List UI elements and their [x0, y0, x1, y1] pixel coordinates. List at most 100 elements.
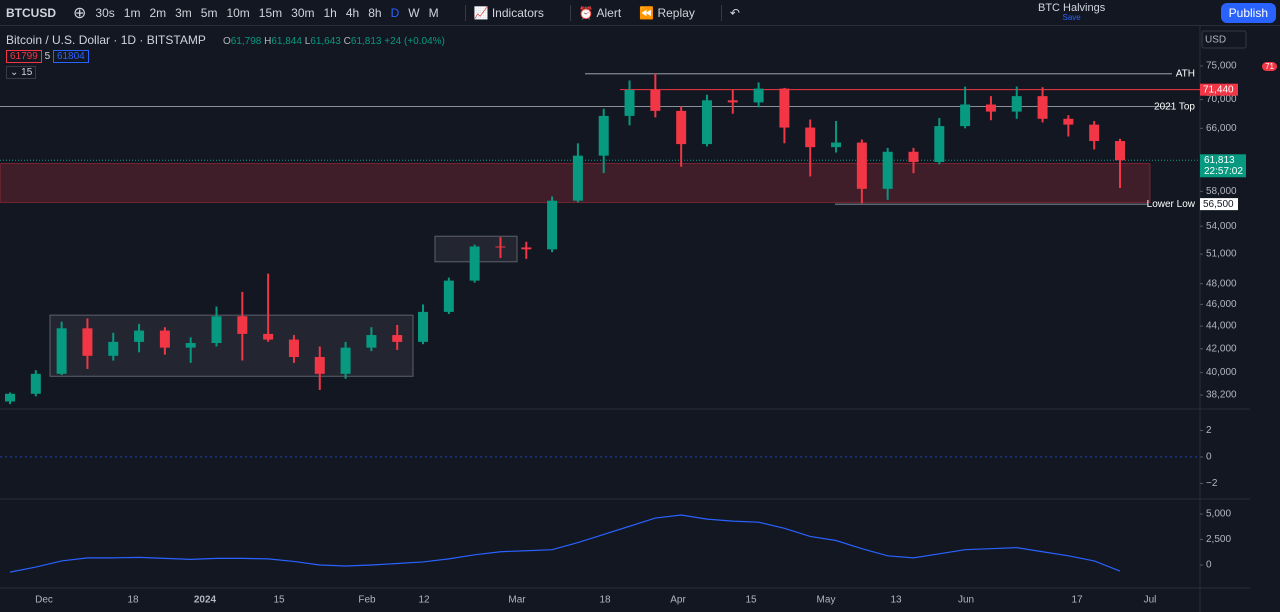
- candle-body: [237, 316, 248, 334]
- spread: 5: [44, 51, 51, 62]
- candle-body: [469, 246, 480, 281]
- candle-body: [934, 126, 945, 162]
- candle-body: [314, 356, 325, 374]
- l-label: L: [304, 36, 311, 47]
- alert[interactable]: ⏰ Alert: [578, 5, 622, 20]
- macd-line: [9, 514, 1121, 573]
- volume-toggle[interactable]: ⌄ 15: [6, 66, 37, 79]
- red-tag: 71,440: [1203, 84, 1234, 95]
- candle-body: [159, 330, 170, 348]
- ask[interactable]: 61804: [52, 50, 89, 63]
- candle-body: [831, 142, 842, 148]
- candle-body: [288, 339, 299, 357]
- y-tick-label: 48,000: [1206, 278, 1237, 289]
- legend: Bitcoin / U.S. Dollar · 1D · BITSTAMP O 6…: [6, 33, 445, 79]
- candle-body: [1037, 96, 1048, 119]
- macd-tick-label: 5,000: [1206, 509, 1231, 520]
- candle-body: [547, 200, 558, 250]
- level-tag: 56,500: [1203, 199, 1234, 210]
- timeframes: 30s 1m 2m 3m 5m 10m 15m 30m 1h 4h 8h D W M: [95, 6, 447, 20]
- candle-body: [701, 100, 712, 145]
- chart: USD 75,000 70,000 66,000 58,000 54,000 51,000 4…: [0, 26, 1250, 612]
- candle-body: [392, 335, 403, 342]
- time-label: Jun: [958, 595, 974, 606]
- last-tag: 61,813: [1204, 155, 1235, 166]
- timeframe[interactable]: 8h: [368, 5, 382, 20]
- time-label: 18: [599, 595, 611, 606]
- replay[interactable]: ⏪ Replay: [639, 5, 695, 20]
- countdown: 22:57:02: [1204, 166, 1243, 177]
- candle-body: [1115, 141, 1125, 161]
- candle-body: [650, 89, 661, 111]
- toolbar: BTCUSD ⊕ 30s 1m 2m 3m 5m 10m 15m 30m 1h 4h 8h D W M 📈…: [0, 0, 1280, 26]
- c: 61,813: [350, 36, 382, 47]
- time-label: 15: [745, 595, 757, 606]
- timeframe[interactable]: 3m: [175, 5, 192, 20]
- indicators[interactable]: 📈 Indicators: [473, 5, 544, 20]
- replay-label: Replay: [657, 5, 695, 20]
- right-sidebar: 71: [1249, 26, 1280, 612]
- candle-body: [624, 89, 635, 116]
- candle-body: [1011, 96, 1022, 112]
- time-label: May: [817, 595, 836, 606]
- candle-body: [5, 393, 15, 402]
- legend-title: Bitcoin / U.S. Dollar · 1D · BITSTAMP: [6, 33, 206, 47]
- timeframe[interactable]: 30m: [291, 5, 315, 20]
- level-label: Lower Low: [1147, 199, 1196, 210]
- bid[interactable]: 61799: [6, 50, 42, 63]
- candle-body: [985, 104, 996, 112]
- level-label: 2021 Top: [1154, 101, 1195, 112]
- time-label: Jul: [1144, 595, 1157, 606]
- timeframe[interactable]: W: [408, 5, 420, 20]
- candle-body: [366, 335, 377, 348]
- h: 61,844: [271, 36, 302, 47]
- candle-body: [418, 311, 429, 342]
- candle-body: [805, 127, 816, 148]
- candle-body: [263, 333, 274, 340]
- change: +24 (+0.04%): [384, 36, 445, 47]
- timeframe[interactable]: 30s: [95, 5, 115, 20]
- currency: USD: [1205, 35, 1226, 46]
- alert-label: Alert: [596, 5, 622, 20]
- timeframe[interactable]: 4h: [345, 5, 360, 20]
- candle-body: [56, 328, 67, 374]
- timeframe[interactable]: 15m: [258, 5, 283, 20]
- candle-body: [211, 316, 222, 344]
- candle-body: [134, 330, 145, 342]
- symbol[interactable]: BTCUSD: [6, 5, 56, 20]
- timeframe[interactable]: D: [390, 5, 400, 20]
- osc-tick-label: 0: [1206, 452, 1212, 463]
- candle-body: [598, 115, 609, 156]
- o-label: O: [222, 36, 231, 47]
- c-label: C: [343, 36, 351, 47]
- y-tick-label: 42,000: [1206, 343, 1237, 354]
- time-label: 17: [1071, 595, 1083, 606]
- level-label: ATH: [1176, 68, 1195, 79]
- time-label: Apr: [670, 595, 686, 606]
- currency-box: [1201, 30, 1247, 49]
- y-tick-label: 75,000: [1206, 61, 1237, 72]
- candle-body: [753, 88, 764, 103]
- quotes: 61799 5 61804: [6, 50, 445, 63]
- y-tick-label: 66,000: [1206, 123, 1237, 134]
- timeframe[interactable]: 10m: [226, 5, 250, 20]
- undo[interactable]: ↶: [729, 5, 740, 20]
- timeframe[interactable]: 5m: [200, 5, 218, 20]
- y-tick-label: 46,000: [1206, 299, 1237, 310]
- volume-count: 15: [21, 67, 33, 78]
- timeframe[interactable]: M: [428, 5, 439, 20]
- candle-body: [1063, 118, 1074, 125]
- y-tick-label: 54,000: [1206, 221, 1237, 232]
- layout[interactable]: BTC Halvings Save: [1038, 3, 1105, 23]
- timeframe[interactable]: 2m: [149, 5, 167, 20]
- layout-name: BTC Halvings: [1038, 2, 1106, 14]
- time-label: 15: [273, 595, 285, 606]
- timeframe[interactable]: 1m: [123, 5, 141, 20]
- add-symbol[interactable]: ⊕: [73, 4, 87, 22]
- timeframe[interactable]: 1h: [323, 5, 337, 20]
- candle-body: [882, 151, 893, 189]
- y-tick-label: 40,000: [1206, 367, 1237, 378]
- osc-tick-label: 2: [1206, 425, 1212, 436]
- publish[interactable]: Publish: [1220, 3, 1276, 23]
